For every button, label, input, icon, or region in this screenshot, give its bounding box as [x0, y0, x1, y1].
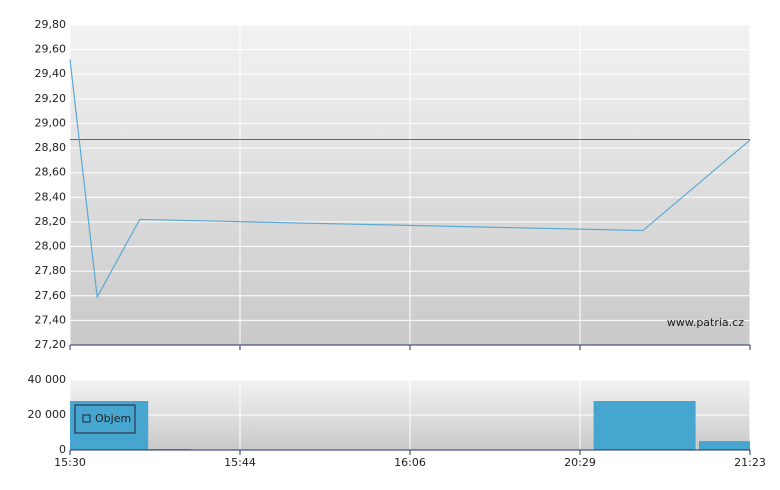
y-tick-label: 29,60	[35, 43, 67, 56]
y-tick-label: 29,40	[35, 67, 67, 80]
y-tick-label: 0	[59, 443, 66, 456]
x-tick-label: 15:44	[224, 456, 256, 469]
legend-swatch	[82, 414, 91, 423]
volume-bar	[70, 401, 149, 450]
x-tick-label: 20:29	[564, 456, 596, 469]
y-tick-label: 29,80	[35, 18, 67, 31]
y-tick-label: 27,40	[35, 313, 67, 326]
legend-box	[74, 404, 136, 434]
watermark: www.patria.cz	[667, 316, 744, 329]
y-tick-label: 27,20	[35, 338, 67, 351]
y-tick-label: 27,80	[35, 264, 67, 277]
y-tick-label: 28,60	[35, 166, 67, 179]
y-tick-label: 40 000	[28, 373, 67, 386]
x-tick-label: 15:30	[54, 456, 86, 469]
price-line	[69, 59, 751, 299]
y-tick-label: 28,80	[35, 141, 67, 154]
volume-bar	[699, 441, 750, 450]
legend-label: Objem	[95, 412, 131, 425]
y-tick-label: 28,00	[35, 240, 67, 253]
y-tick-label: 20 000	[28, 408, 67, 421]
y-tick-label: 28,20	[35, 215, 67, 228]
y-tick-label: 29,00	[35, 116, 67, 129]
x-tick-label: 21:23	[734, 456, 766, 469]
y-tick-label: 27,60	[35, 289, 67, 302]
x-tick-label: 16:06	[394, 456, 426, 469]
volume-bar	[593, 401, 696, 450]
y-tick-label: 28,40	[35, 190, 67, 203]
y-tick-label: 29,20	[35, 92, 67, 105]
legend: Objem	[74, 404, 136, 434]
